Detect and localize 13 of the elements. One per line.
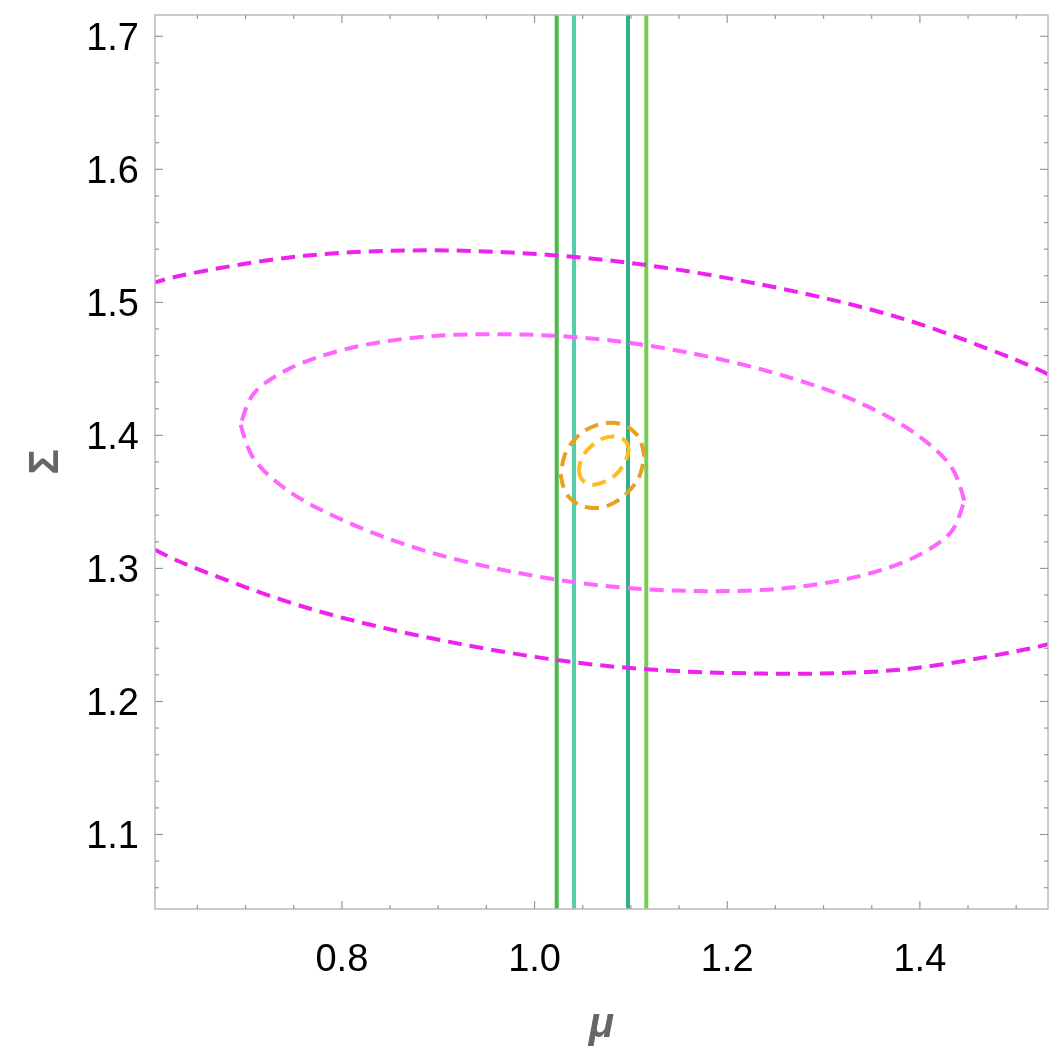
y-tick-label: 1.5	[86, 281, 139, 324]
y-tick-label: 1.6	[86, 148, 139, 191]
x-tick-label: 0.8	[315, 937, 369, 979]
y-tick-label: 1.2	[86, 680, 139, 723]
x-axis-title: μ	[587, 999, 615, 1046]
y-tick-label: 1.3	[86, 547, 139, 590]
x-tick-label: 1.4	[893, 937, 947, 979]
y-tick-label: 1.4	[86, 414, 139, 457]
x-tick-label: 1.2	[700, 937, 754, 979]
y-tick-label: 1.7	[86, 15, 139, 58]
y-tick-label: 1.1	[86, 813, 139, 856]
y-axis-title: Σ	[19, 449, 67, 475]
x-tick-label: 1.0	[508, 937, 561, 979]
